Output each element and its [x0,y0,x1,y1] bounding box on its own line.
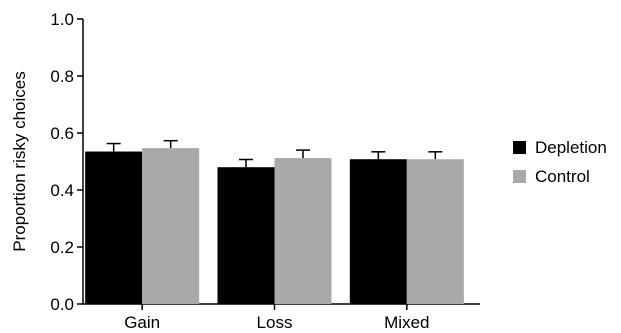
x-tick-label-gain: Gain [124,313,160,332]
bar-depletion-mixed [349,159,407,304]
bar-depletion-loss [217,167,275,304]
axes: 0.0 0.2 0.4 0.6 0.8 1.0 Proportion risky choic… [10,10,480,332]
legend-label-depletion: Depletion [535,138,607,157]
bar-depletion-gain [85,151,143,304]
legend: Depletion Control [513,138,607,186]
legend-swatch-depletion [513,141,526,154]
y-tick-label: 0.0 [50,295,74,314]
y-axis-label: Proportion risky choices [10,71,29,251]
y-tick-label: 0.2 [50,238,74,257]
x-tick-label-loss: Loss [257,313,293,332]
y-tick-label: 0.8 [50,67,74,86]
bars [85,139,464,304]
legend-label-control: Control [535,167,590,186]
bar-control-gain [142,148,200,304]
legend-swatch-control [513,170,526,183]
bar-control-loss [274,158,332,304]
bar-control-mixed [406,159,464,304]
x-tick-label-mixed: Mixed [384,313,429,332]
y-tick-label: 0.6 [50,124,74,143]
y-tick-label: 1.0 [50,10,74,29]
y-tick-label: 0.4 [50,181,74,200]
